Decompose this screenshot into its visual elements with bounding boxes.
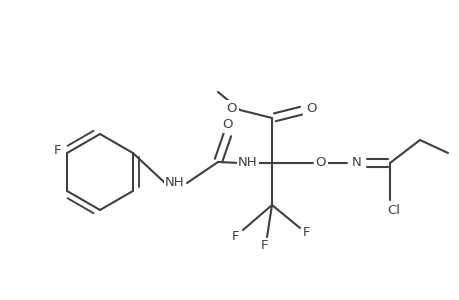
Text: NH: NH	[238, 157, 257, 169]
Text: F: F	[53, 145, 61, 158]
Text: F: F	[261, 239, 268, 253]
Text: NH: NH	[165, 176, 185, 190]
Text: O: O	[306, 101, 317, 115]
Text: F: F	[302, 226, 310, 239]
Text: O: O	[315, 157, 325, 169]
Text: O: O	[226, 101, 237, 115]
Text: O: O	[222, 118, 233, 131]
Text: N: N	[351, 157, 361, 169]
Text: F: F	[232, 230, 239, 244]
Text: Cl: Cl	[386, 203, 400, 217]
